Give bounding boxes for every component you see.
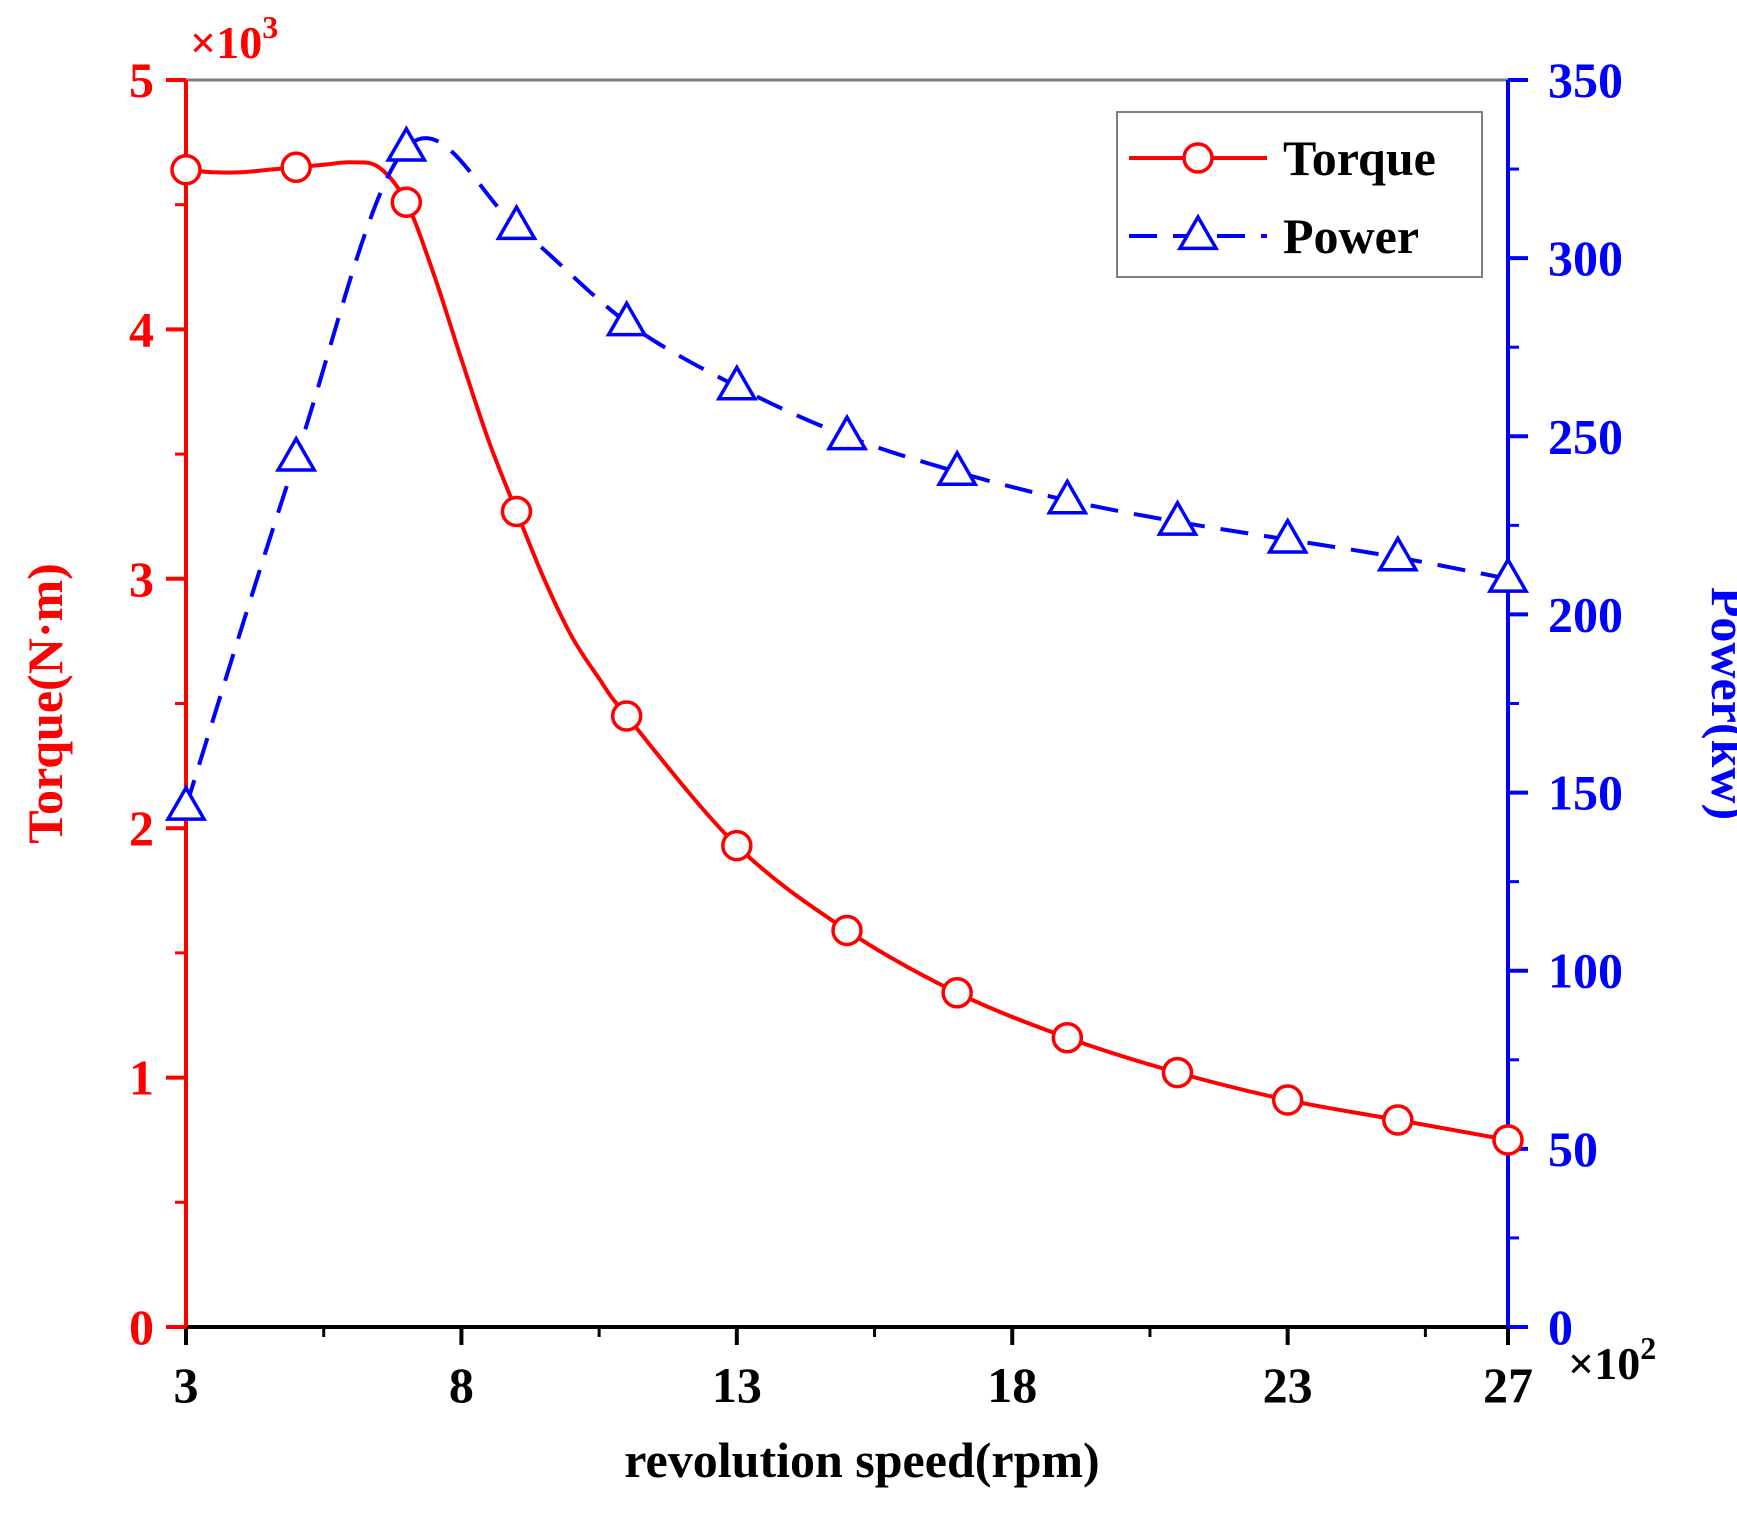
y-right-tick-label: 300 — [1548, 230, 1623, 286]
y-right-tick-label: 0 — [1548, 1299, 1573, 1355]
series-point-power — [385, 125, 428, 162]
legend-marker-power — [1176, 213, 1220, 251]
y-left-tick-label: 0 — [129, 1299, 154, 1355]
series-point-torque — [721, 829, 753, 862]
series-point-power — [1486, 556, 1530, 593]
series-point-torque — [1382, 1104, 1414, 1136]
y-left-tick-label: 4 — [129, 301, 154, 357]
y-left-axis-label: Torque(N·m) — [17, 563, 73, 844]
y-left-tick-label: 3 — [129, 551, 154, 607]
y-right-tick-label: 250 — [1548, 408, 1623, 464]
series-line-power — [184, 136, 1509, 808]
y-left-tick-label: 5 — [129, 52, 154, 108]
series-point-torque — [170, 154, 202, 186]
legend-marker-torque — [1182, 142, 1214, 174]
y-right-tick-label: 100 — [1548, 943, 1623, 999]
y-right-axis-label: Power(kw) — [1701, 587, 1737, 820]
x-axis-multiplier-exponent: 2 — [1640, 1330, 1656, 1366]
series-point-power — [495, 203, 538, 241]
series-point-power — [1156, 499, 1199, 536]
series-point-power — [936, 449, 979, 487]
series-point-power — [605, 299, 648, 337]
series-point-power — [1376, 534, 1419, 572]
series-point-torque — [610, 700, 643, 732]
x-tick-label: 27 — [1483, 1357, 1533, 1413]
series-point-torque — [500, 495, 533, 528]
series-point-torque — [1492, 1124, 1524, 1156]
series-point-torque — [831, 914, 863, 947]
x-tick-label: 13 — [712, 1357, 762, 1413]
legend-label-torque: Torque — [1283, 130, 1436, 186]
y-right-tick-label: 50 — [1548, 1121, 1598, 1177]
x-tick-label: 23 — [1263, 1357, 1313, 1413]
series-line-torque — [185, 160, 1509, 1142]
series-point-torque — [941, 977, 973, 1009]
x-tick-label: 18 — [987, 1357, 1037, 1413]
series-point-power — [164, 784, 208, 821]
series-point-power — [1046, 477, 1089, 515]
series-point-torque — [1051, 1021, 1084, 1054]
x-tick-label: 3 — [174, 1357, 199, 1413]
series-point-power — [1266, 517, 1309, 554]
y-left-multiplier-exponent: 3 — [262, 9, 278, 45]
y-left-tick-label: 1 — [129, 1050, 154, 1106]
series-point-torque — [280, 151, 312, 184]
series-point-torque — [1161, 1056, 1194, 1089]
x-tick-label: 8 — [449, 1357, 474, 1413]
y-right-tick-label: 200 — [1548, 586, 1623, 642]
y-right-tick-label: 350 — [1548, 52, 1623, 108]
series-point-power — [715, 363, 758, 401]
legend-label-power: Power — [1283, 208, 1419, 264]
y-right-tick-label: 150 — [1548, 765, 1623, 821]
series-point-power — [825, 413, 869, 451]
series-point-power — [275, 435, 318, 472]
y-left-multiplier: ×103 — [190, 9, 278, 68]
x-axis-label: revolution speed(rpm) — [624, 1432, 1099, 1488]
x-axis-multiplier: ×102 — [1568, 1330, 1656, 1389]
series-point-torque — [1271, 1084, 1304, 1116]
y-left-tick-label: 2 — [129, 800, 154, 856]
series-point-torque — [390, 186, 423, 218]
